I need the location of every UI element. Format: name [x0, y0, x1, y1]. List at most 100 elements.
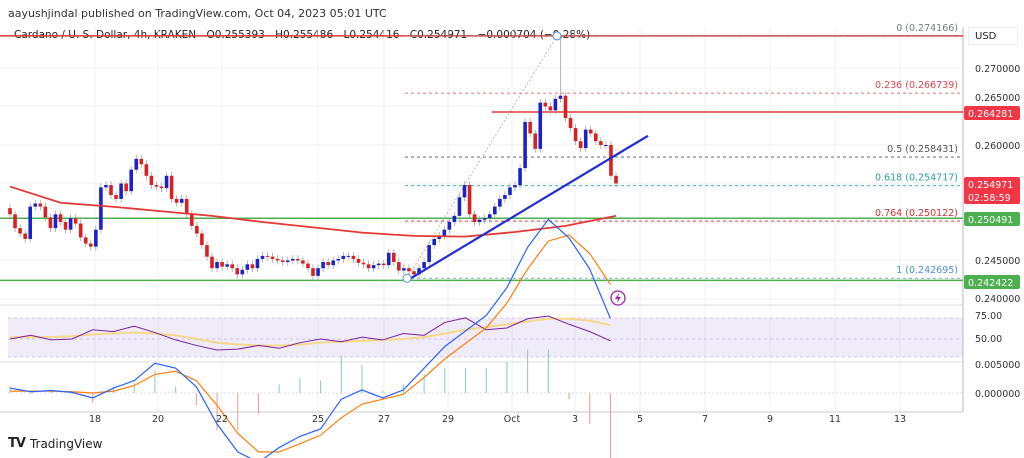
candle-down [548, 106, 553, 111]
rsi-tick-label: 75.00 [975, 311, 1002, 322]
candle-up [503, 195, 507, 199]
fib-level-label: 0.5 (0.258431) [887, 144, 958, 155]
candle-down [599, 141, 603, 145]
rsi-tick-label: 50.00 [975, 334, 1002, 345]
fib-level-label: 0 (0.274166) [896, 23, 958, 34]
candle-up [422, 262, 426, 269]
candle-down [543, 102, 548, 107]
rsi-line [9, 315, 611, 351]
candle-down [311, 268, 315, 276]
candle-down [614, 175, 618, 184]
date-tick-label: 11 [829, 414, 841, 425]
currency-label[interactable]: USD [968, 27, 1018, 45]
candle-down [139, 158, 144, 165]
candle-up [129, 169, 133, 192]
candle-up [119, 183, 123, 199]
candle-down [205, 245, 209, 257]
candle-down [568, 118, 573, 129]
candle-down [58, 214, 63, 222]
candle-down [250, 264, 255, 269]
candle-up [523, 121, 527, 169]
candle-up [493, 206, 497, 215]
candle-down [397, 262, 401, 271]
date-tick-label: 5 [637, 414, 643, 425]
candle-up [477, 219, 482, 222]
support-upper-tag: 0.250491 [968, 215, 1013, 226]
candle-down [366, 264, 371, 269]
candle-down [195, 225, 199, 234]
support-lower-tag-bg [964, 275, 1020, 289]
candle-up [402, 268, 406, 271]
candle-up [285, 260, 290, 263]
candle-down [270, 256, 275, 259]
candle-down [594, 133, 598, 142]
candle-up [371, 265, 376, 269]
candle-down [533, 133, 537, 149]
candle-down [392, 252, 396, 263]
candle-up [245, 264, 250, 270]
candle-down [407, 268, 411, 272]
tradingview-brand: TradingView [29, 436, 103, 451]
candle-down [296, 258, 300, 261]
date-tick-label: 13 [894, 414, 906, 425]
candle-down [609, 145, 613, 176]
date-tick-label: 22 [216, 414, 228, 425]
candle-up [179, 198, 184, 203]
candle-up [417, 268, 421, 275]
date-tick-label: 9 [767, 414, 773, 425]
candle-up [94, 229, 98, 247]
candle-down [467, 185, 472, 215]
candle-down [124, 183, 128, 192]
candle-down [184, 198, 189, 215]
candle-up [215, 262, 219, 269]
candle-up [316, 268, 320, 276]
tradingview-footer: TV TradingView [8, 436, 102, 451]
candle-up [518, 168, 522, 186]
candle-down [78, 223, 83, 238]
candle-down [159, 186, 164, 189]
candle-down [89, 243, 93, 247]
candle-up [240, 269, 245, 275]
candle-down [573, 128, 578, 142]
ohlc-change: −0.000704 (−0.28%) [477, 29, 591, 41]
candle-up [260, 255, 265, 259]
resistance-price-tag: 0.264281 [968, 109, 1013, 120]
candle-up [336, 258, 341, 261]
candle-up [255, 258, 260, 269]
candle-down [472, 214, 477, 222]
last-price-tag-bg [964, 177, 1020, 204]
candle-up [513, 185, 517, 188]
macd-tick-label: 0.005000 [975, 360, 1020, 371]
fib-level-label: 0.236 (0.266739) [875, 80, 958, 91]
candle-up [583, 129, 588, 149]
resistance-price-tag-bg [964, 106, 1020, 120]
candle-up [427, 245, 431, 263]
candle-down [230, 264, 234, 269]
candle-down [356, 258, 361, 263]
price-tick-label: 0.240000 [975, 294, 1020, 305]
symbol-name[interactable]: Cardano / U. S. Dollar, 4h, KRAKEN [14, 29, 197, 41]
ohlc-open: O0.255393 [206, 29, 265, 41]
candle-down [280, 260, 285, 263]
date-tick-label: 18 [89, 414, 101, 425]
candle-down [361, 262, 366, 265]
lightning-icon[interactable] [610, 290, 626, 306]
candle-up [508, 187, 512, 196]
candle-up [134, 158, 139, 170]
candle-down [578, 141, 583, 149]
candle-down [73, 218, 78, 224]
candle-down [190, 214, 194, 226]
candle-down [63, 222, 68, 230]
candle-down [13, 214, 17, 229]
candle-up [462, 185, 467, 198]
candle-down [174, 198, 179, 203]
fib-level-label: 1 (0.242695) [896, 265, 958, 276]
candle-up [452, 215, 457, 222]
candle-down [200, 233, 204, 246]
candle-up [331, 260, 335, 266]
candle-up [482, 218, 487, 220]
date-tick-label: 20 [152, 414, 164, 425]
candle-down [109, 185, 113, 196]
candle-down [144, 164, 149, 176]
